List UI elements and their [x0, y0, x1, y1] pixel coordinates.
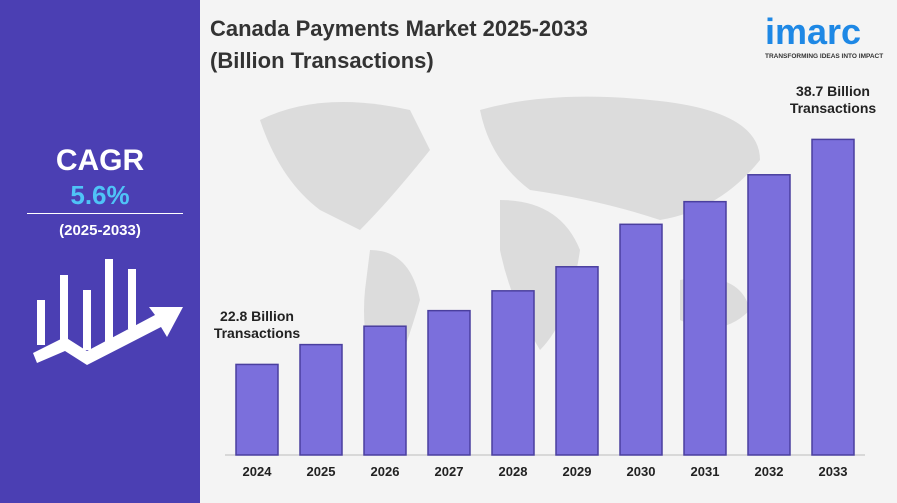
cagr-period: (2025-2033)	[59, 222, 141, 239]
cagr-label: CAGR	[55, 144, 145, 177]
logo-name: imarc	[765, 11, 861, 52]
chart-subtitle: (Billion Transactions)	[210, 48, 434, 73]
x-tick-label: 2024	[243, 464, 273, 479]
x-tick-label: 2030	[627, 464, 656, 479]
bar	[235, 363, 279, 456]
chart-title: Canada Payments Market 2025-2033	[210, 16, 588, 41]
x-tick-label: 2033	[819, 464, 848, 479]
bar	[555, 266, 599, 456]
x-tick-label: 2027	[435, 464, 464, 479]
bar	[427, 309, 471, 456]
chart: Canada Payments Market 2025-2033 (Billio…	[210, 11, 883, 479]
bar	[619, 223, 663, 456]
divider	[27, 213, 183, 214]
value-label: 22.8 Billion Transactions	[213, 308, 301, 342]
x-tick-label: 2031	[691, 464, 720, 479]
x-tick-label: 2032	[755, 464, 784, 479]
sidebar: CAGR 5.6% (2025-2033)	[0, 0, 200, 503]
bar	[299, 343, 343, 456]
logo-tagline: TRANSFORMING IDEAS INTO IMPACT	[765, 53, 883, 60]
x-tick-label: 2029	[563, 464, 592, 479]
x-tick-label: 2026	[371, 464, 400, 479]
bar	[491, 290, 535, 456]
bar	[683, 200, 727, 456]
growth-icon	[33, 259, 183, 365]
bar	[747, 174, 791, 456]
cagr-value: 5.6%	[70, 180, 130, 210]
bar	[363, 325, 407, 456]
x-tick-label: 2025	[307, 464, 336, 479]
value-label: 38.7 Billion Transactions	[789, 83, 877, 117]
bar	[811, 138, 855, 456]
x-tick-label: 2028	[499, 464, 528, 479]
